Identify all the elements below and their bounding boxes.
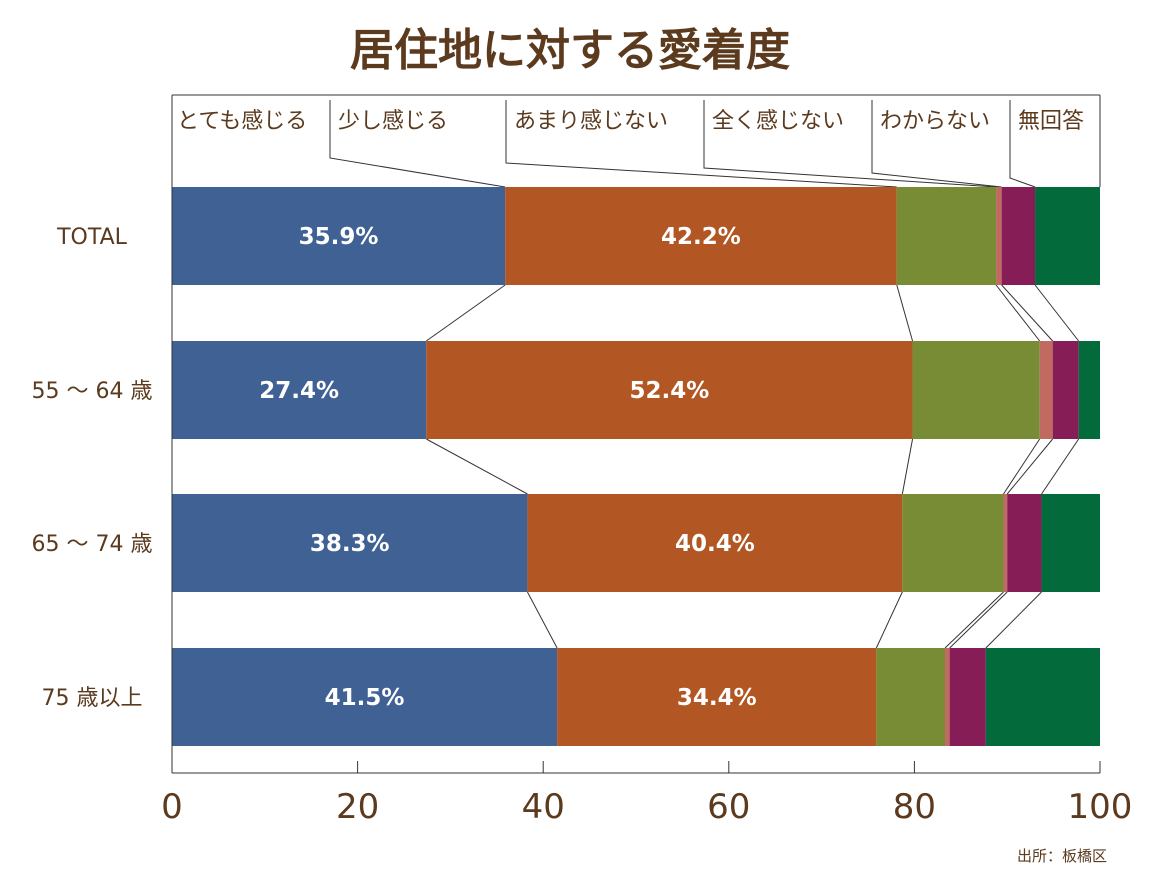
legend-leader-6: [1009, 100, 1036, 188]
category-label-1: TOTAL: [56, 225, 128, 250]
bar-4-5: [949, 648, 986, 746]
legend-label-1: とても感じる: [177, 109, 307, 134]
bar-1-3: [896, 187, 997, 285]
bar-4-3: [876, 648, 946, 746]
data-label-1-2: 42.2%: [661, 224, 741, 250]
data-label-2-1: 27.4%: [259, 378, 339, 404]
data-label-3-1: 38.3%: [310, 531, 390, 557]
legend-leader-2: [329, 100, 506, 188]
source-note: 出所：板橋区: [1016, 847, 1107, 865]
connector-1-2: [896, 284, 914, 342]
bar-1-2: [505, 187, 897, 285]
connector-2-5: [1041, 438, 1080, 495]
category-label-3: 65 ～ 74 歳: [32, 532, 153, 557]
data-label-4-1: 41.5%: [325, 685, 405, 711]
bar-3-4: [1003, 494, 1008, 592]
connector-1-3: [995, 284, 1041, 342]
bar-3-3: [902, 494, 1004, 592]
x-tick-label-1: 0: [161, 787, 183, 827]
data-label-3-2: 40.4%: [675, 531, 755, 557]
bar-2-5: [1052, 341, 1079, 439]
x-tick-label-3: 40: [522, 787, 565, 827]
legend-leader-3: [505, 100, 897, 188]
bar-4-4: [945, 648, 950, 746]
legend-label-2: 少し感じる: [338, 109, 448, 134]
bar-3-6: [1041, 494, 1100, 592]
bar-1-4: [996, 187, 1002, 285]
legend-label-6: 無回答: [1018, 109, 1084, 134]
connector-2-4: [1006, 438, 1054, 495]
legend-label-3: あまり感じない: [514, 109, 668, 134]
bar-4-1: [172, 648, 558, 746]
bar-4-2: [557, 648, 877, 746]
bar-1-6: [1035, 187, 1100, 285]
bar-2-3: [912, 341, 1040, 439]
bar-2-1: [172, 341, 427, 439]
x-tick-label-5: 80: [893, 787, 936, 827]
x-tick-label-2: 20: [336, 787, 379, 827]
connector-2-3: [1003, 438, 1041, 495]
bar-1-1: [172, 187, 506, 285]
connector-3-2: [875, 591, 903, 649]
bar-3-5: [1007, 494, 1042, 592]
connector-3-4: [949, 591, 1008, 649]
legend-label-4: 全く感じない: [712, 109, 844, 134]
data-label-2-2: 52.4%: [630, 378, 710, 404]
connector-1-5: [1034, 284, 1080, 342]
legend-leader-4: [703, 100, 997, 188]
bar-3-1: [172, 494, 528, 592]
connector-1-4: [1001, 284, 1054, 342]
x-tick-label-6: 100: [1068, 787, 1133, 827]
x-tick-label-4: 60: [707, 787, 750, 827]
connector-3-5: [985, 591, 1042, 649]
category-label-2: 55 ～ 64 歳: [32, 379, 153, 404]
connector-3-3: [944, 591, 1004, 649]
bar-2-2: [426, 341, 913, 439]
data-label-1-1: 35.9%: [299, 224, 379, 250]
connector-2-2: [901, 438, 914, 495]
connector-2-1: [426, 438, 528, 495]
bar-1-5: [1001, 187, 1036, 285]
connector-1-1: [425, 284, 506, 342]
bar-3-2: [527, 494, 903, 592]
bar-2-4: [1039, 341, 1053, 439]
bar-4-6: [985, 648, 1100, 746]
data-label-4-2: 34.4%: [677, 685, 757, 711]
connector-3-1: [526, 591, 558, 649]
chart-title: 居住地に対する愛着度: [350, 25, 790, 76]
legend-leader-5: [871, 100, 1002, 188]
category-label-4: 75 歳以上: [42, 686, 143, 711]
bar-2-6: [1078, 341, 1100, 439]
legend-label-5: わからない: [880, 109, 990, 134]
